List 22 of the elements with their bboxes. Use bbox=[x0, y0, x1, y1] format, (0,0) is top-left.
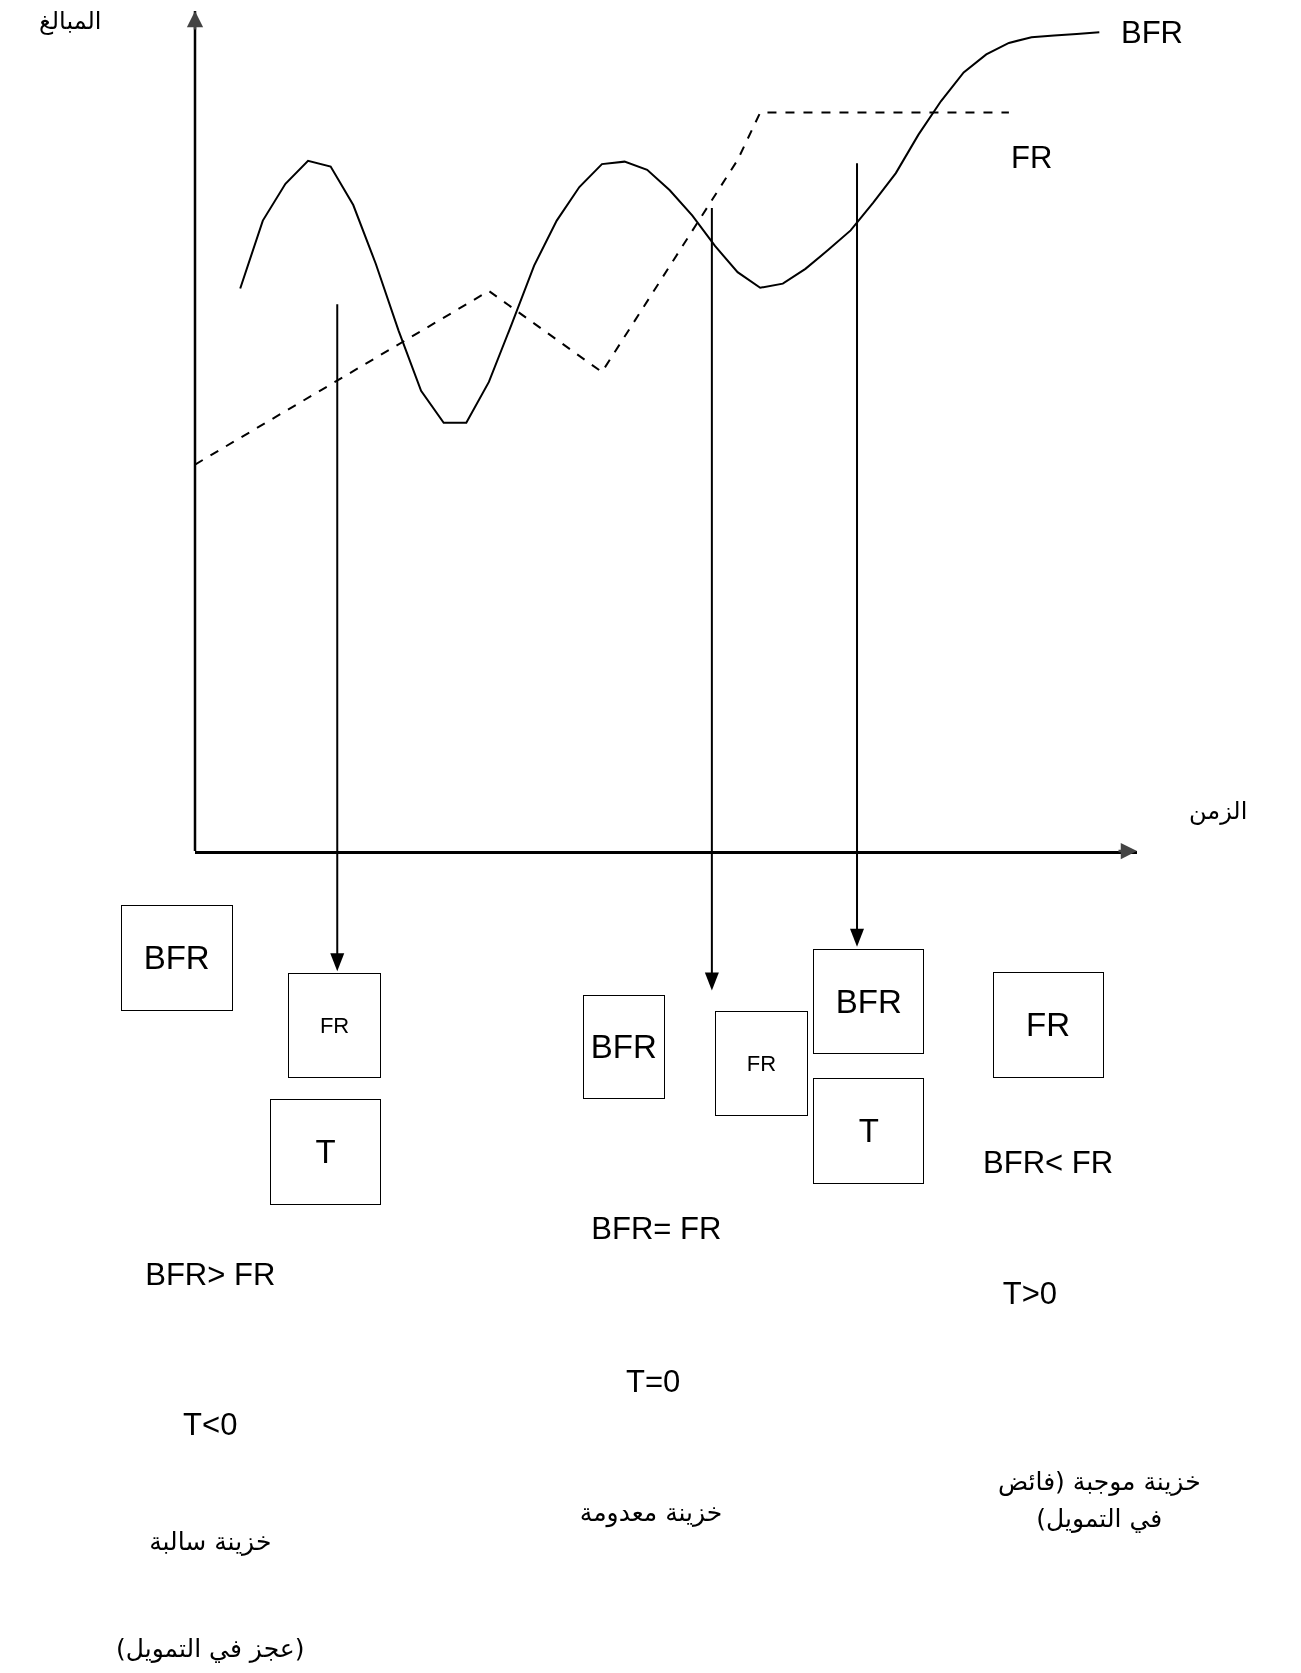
text: T=0 bbox=[626, 1362, 681, 1401]
series-label: BFR bbox=[1121, 15, 1183, 50]
text: (عجز في التمويل) bbox=[116, 1633, 305, 1666]
text: T<0 bbox=[183, 1405, 238, 1444]
text: BFR< FR bbox=[983, 1144, 1114, 1183]
text: خزينة موجبة (فائض في التمويل) bbox=[997, 1465, 1201, 1535]
text: FR bbox=[715, 1010, 808, 1117]
text: T bbox=[270, 1099, 381, 1205]
y-axis-title: المبالغ bbox=[39, 7, 102, 35]
text: BFR bbox=[813, 948, 925, 1055]
text: FR bbox=[288, 973, 381, 1078]
text: T>0 bbox=[1002, 1274, 1058, 1313]
text: FR bbox=[992, 972, 1104, 1078]
text: BFR> FR bbox=[145, 1256, 276, 1295]
text: BFR bbox=[582, 994, 665, 1100]
text: T bbox=[813, 1077, 925, 1184]
text: خزينة سالبة bbox=[149, 1526, 272, 1559]
text: BFR bbox=[120, 905, 233, 1011]
text: خزينة معدومة bbox=[579, 1497, 723, 1530]
x-axis-title: الزمن bbox=[1189, 797, 1248, 825]
series-label: FR bbox=[1011, 140, 1053, 175]
text: BFR= FR bbox=[591, 1210, 722, 1249]
